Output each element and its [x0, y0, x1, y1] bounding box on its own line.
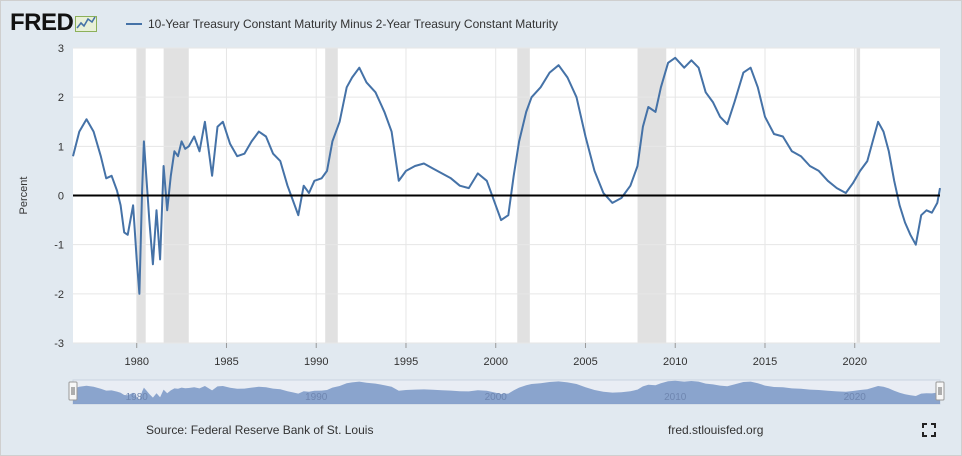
legend-line-swatch	[126, 23, 142, 25]
navigator-tick-label: 1980	[126, 392, 149, 403]
navigator-handle[interactable]	[935, 381, 945, 401]
fred-sparkline-logo-icon	[75, 16, 98, 32]
x-tick-label: 2015	[753, 356, 777, 368]
x-tick-label: 1980	[124, 356, 148, 368]
y-tick-label: -1	[54, 240, 64, 252]
x-tick-label: 2000	[483, 356, 507, 368]
series-line	[72, 56, 941, 295]
y-tick-label: 1	[58, 141, 64, 153]
x-tick-label: 2005	[573, 356, 597, 368]
fred-url-link[interactable]: fred.stlouisfed.org	[668, 423, 764, 437]
navigator-series-area	[73, 380, 940, 404]
x-tick-label: 1985	[214, 356, 238, 368]
y-tick-label: 3	[58, 43, 64, 55]
fred-logo-text: FRED	[10, 9, 74, 36]
chart-legend: 10-Year Treasury Constant Maturity Minus…	[126, 17, 558, 31]
x-tick-label: 1995	[394, 356, 418, 368]
y-tick-label: 0	[58, 191, 64, 203]
series-title: 10-Year Treasury Constant Maturity Minus…	[148, 17, 558, 31]
x-tick-label: 2020	[842, 356, 866, 368]
y-axis-label: Percent	[18, 177, 30, 215]
x-tick-label: 2010	[663, 356, 687, 368]
x-tick-label: 1990	[304, 356, 328, 368]
fred-logo[interactable]: FRED	[10, 8, 98, 38]
navigator-tick-label: 2010	[664, 392, 687, 403]
y-tick-label: -3	[54, 338, 64, 350]
navigator-handle[interactable]	[68, 381, 78, 401]
fullscreen-expand-icon[interactable]	[922, 423, 936, 437]
navigator-tick-label: 1990	[305, 392, 328, 403]
y-tick-label: -2	[54, 289, 64, 301]
y-tick-label: 2	[58, 92, 64, 104]
source-attribution: Source: Federal Reserve Bank of St. Loui…	[146, 423, 374, 437]
navigator-tick-label: 2000	[485, 392, 508, 403]
navigator-tick-label: 2020	[844, 392, 867, 403]
